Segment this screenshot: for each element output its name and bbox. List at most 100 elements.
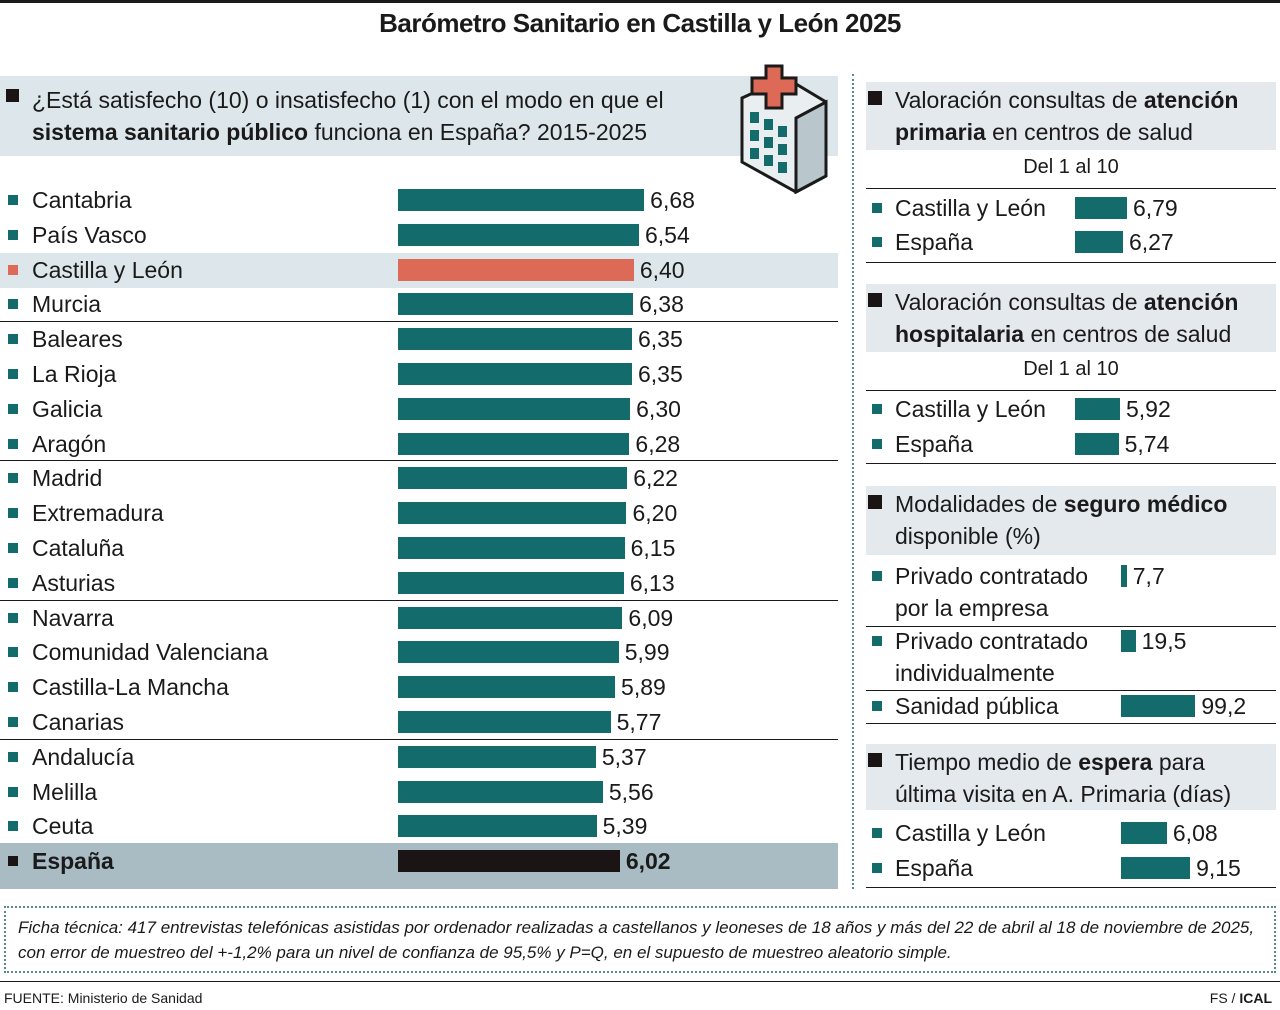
bullet xyxy=(8,403,18,414)
category-label: Cantabria xyxy=(32,187,132,213)
title-part: en centros de salud xyxy=(992,119,1193,145)
bullet xyxy=(8,821,18,832)
bullet xyxy=(8,195,18,205)
bullet xyxy=(8,612,18,623)
bar xyxy=(398,537,625,559)
bar xyxy=(398,641,619,664)
title-part: ICAL xyxy=(1239,990,1272,1006)
divider xyxy=(852,74,854,889)
bar xyxy=(1121,822,1167,844)
panel-bullet xyxy=(868,495,882,509)
bar xyxy=(398,189,645,211)
bar xyxy=(398,467,628,490)
title-part: disponible (%) xyxy=(895,523,1041,549)
source: FUENTE: Ministerio de Sanidad xyxy=(4,990,203,1006)
category-label: Cataluña xyxy=(32,535,125,561)
panel-bullet xyxy=(868,91,882,105)
bullet xyxy=(8,334,18,345)
value-label: 6,15 xyxy=(630,535,676,561)
panel-subtitle: Del 1 al 10 xyxy=(1023,156,1119,178)
category-label: Melilla xyxy=(32,778,98,805)
row-separator xyxy=(866,390,1276,391)
bar xyxy=(1075,231,1123,253)
category-label: Ceuta xyxy=(32,813,94,840)
title-part: para última visita en A. Primaria (días) xyxy=(895,749,1232,807)
value-label: 6,40 xyxy=(639,256,685,283)
bullet xyxy=(8,508,18,519)
value-label: 5,37 xyxy=(601,743,647,770)
category-label: Privado contratado por la empresa xyxy=(895,563,1089,621)
value-label: 5,74 xyxy=(1124,431,1170,457)
top-rule xyxy=(0,0,1280,3)
category-label: España xyxy=(895,431,974,457)
panel-title: Valoración consultas de atención primari… xyxy=(895,84,1265,148)
category-label: Andalucía xyxy=(32,743,135,770)
bullet xyxy=(8,473,18,484)
panel-bullet xyxy=(868,753,882,767)
bar xyxy=(1075,433,1119,455)
panel-title: Valoración consultas de atención hospita… xyxy=(895,286,1265,350)
row-separator xyxy=(866,887,1276,888)
bar xyxy=(1121,857,1191,879)
value-label: 6,68 xyxy=(650,187,695,213)
bullet xyxy=(8,543,18,553)
bar xyxy=(398,850,620,873)
title-part: Modalidades de xyxy=(895,491,1058,517)
bullet xyxy=(8,438,18,449)
value-label: 6,09 xyxy=(628,604,674,631)
panel-title: Tiempo medio de espera para última visit… xyxy=(895,746,1265,810)
category-label: Aragón xyxy=(32,430,107,457)
title-part: atención primaria xyxy=(895,87,1239,145)
bar xyxy=(1121,695,1196,717)
main-header-band xyxy=(0,76,838,156)
title-part: en centros de salud xyxy=(1030,321,1232,347)
bar xyxy=(398,328,632,351)
bar xyxy=(1121,565,1127,587)
bullet xyxy=(872,237,882,247)
category-label: Baleares xyxy=(32,326,123,353)
credit: FS / ICAL xyxy=(1210,989,1272,1007)
bar xyxy=(398,397,631,420)
value-label: 99,2 xyxy=(1201,693,1247,719)
category-label: Castilla y León xyxy=(32,256,183,283)
value-label: 7,7 xyxy=(1132,563,1165,589)
bar xyxy=(398,711,611,733)
value-label: 5,89 xyxy=(621,674,666,701)
value-label: 6,27 xyxy=(1128,229,1174,255)
panel-title: Modalidades de seguro médico disponible … xyxy=(895,488,1265,552)
value-label: 6,02 xyxy=(625,848,671,875)
bar xyxy=(398,502,627,525)
bullet xyxy=(872,636,882,646)
panel-header-band xyxy=(866,284,1276,352)
value-label: 6,30 xyxy=(636,395,681,422)
value-label: 5,39 xyxy=(602,813,648,840)
bullet xyxy=(872,828,882,838)
value-label: 6,28 xyxy=(635,430,681,457)
category-label: Navarra xyxy=(32,604,114,631)
value-label: 5,92 xyxy=(1125,396,1171,422)
bar xyxy=(398,745,596,768)
panel-subtitle: Del 1 al 10 xyxy=(1023,358,1119,380)
value-label: 6,08 xyxy=(1172,820,1218,846)
bullet xyxy=(8,786,18,797)
row-separator xyxy=(866,188,1276,189)
bar xyxy=(1121,630,1136,652)
value-label: 6,22 xyxy=(633,465,678,492)
value-label: 9,15 xyxy=(1196,855,1241,881)
row-separator xyxy=(0,599,838,601)
category-label: Murcia xyxy=(32,291,102,318)
bullet xyxy=(872,701,882,711)
value-label: 6,20 xyxy=(632,500,678,527)
category-label: Comunidad Valenciana xyxy=(32,639,269,666)
category-label: Castilla y León xyxy=(895,396,1046,422)
bar xyxy=(398,606,623,629)
category-label: La Rioja xyxy=(32,361,117,387)
bar xyxy=(398,293,634,316)
title-part: espera xyxy=(1078,749,1153,775)
bullet xyxy=(872,571,882,581)
bar xyxy=(398,815,597,838)
value-label: 6,38 xyxy=(639,291,684,318)
bullet xyxy=(8,229,18,240)
category-label: España xyxy=(895,855,974,881)
